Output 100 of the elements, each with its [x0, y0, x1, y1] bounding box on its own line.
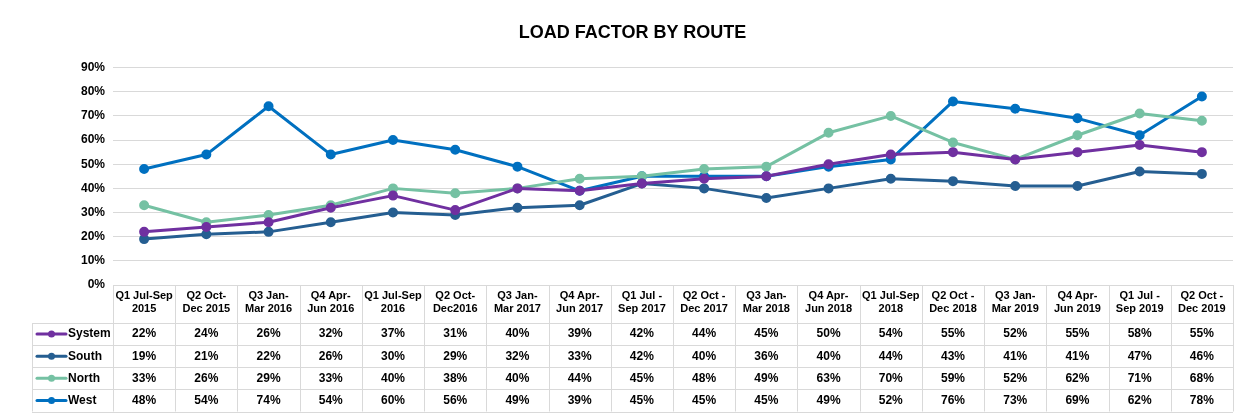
data-label: 45%: [754, 326, 779, 341]
data-label: 41%: [1003, 348, 1028, 363]
data-label: 62%: [1065, 370, 1090, 385]
chart-title: LOAD FACTOR BY ROUTE: [518, 21, 747, 42]
x-tick-label: Q1 Jul-Sep 2018: [862, 288, 920, 314]
data-label: 45%: [754, 392, 779, 407]
data-label: 55%: [1065, 326, 1090, 341]
data-label: 40%: [816, 348, 841, 363]
x-tick-label: Q2 Oct-Dec2016: [432, 288, 478, 314]
data-label: 42%: [629, 348, 655, 363]
data-label: 54%: [194, 392, 219, 407]
data-label: 68%: [1189, 370, 1215, 385]
data-label: 41%: [1065, 348, 1090, 363]
x-tick-label: Q3 Jan-Mar 2016: [245, 288, 293, 314]
data-label: 58%: [1127, 326, 1152, 341]
legend-label: North: [68, 370, 100, 385]
data-label: 78%: [1189, 392, 1215, 407]
data-label: 37%: [380, 326, 406, 341]
x-tick-label: Q2 Oct-Dec 2015: [182, 288, 231, 314]
x-tick-label: Q3 Jan-Mar 2019: [991, 288, 1039, 314]
data-label: 40%: [505, 326, 530, 341]
data-label: 52%: [1003, 370, 1028, 385]
x-tick-label: Q1 Jul-Sep 2015: [115, 288, 174, 314]
data-label: 43%: [940, 348, 966, 363]
x-tick-label: Q2 Oct - Dec 2017: [680, 288, 728, 314]
data-label: 70%: [878, 370, 904, 385]
data-label: 22%: [256, 348, 281, 363]
data-label: 29%: [443, 348, 468, 363]
data-label: 47%: [1127, 348, 1152, 363]
legend-label: System: [68, 326, 111, 341]
data-label: 48%: [132, 392, 157, 407]
y-tick-label: 80%: [80, 84, 106, 99]
data-label: 36%: [754, 348, 779, 363]
x-tick-label: Q2 Oct - Dec 2019: [1178, 288, 1226, 314]
data-label: 32%: [318, 326, 344, 341]
data-label: 50%: [816, 326, 841, 341]
data-label: 55%: [1189, 326, 1215, 341]
y-tick-label: 60%: [80, 132, 106, 147]
data-label: 59%: [940, 370, 966, 385]
data-label: 39%: [567, 392, 592, 407]
data-label: 56%: [443, 392, 468, 407]
y-tick-label: 30%: [80, 204, 106, 219]
data-label: 44%: [567, 370, 592, 385]
data-label: 45%: [692, 392, 717, 407]
data-label: 49%: [505, 392, 530, 407]
x-tick-label: Q1 Jul - Sep 2019: [1115, 288, 1164, 314]
x-tick-label: Q4 Apr-Jun 2019: [1053, 288, 1101, 314]
data-label: 33%: [318, 370, 344, 385]
y-tick-label: 90%: [80, 59, 106, 74]
data-label: 38%: [443, 370, 468, 385]
data-label: 73%: [1003, 392, 1028, 407]
data-label: 30%: [380, 348, 406, 363]
data-label: 52%: [878, 392, 904, 407]
data-label: 71%: [1127, 370, 1152, 385]
x-tick-label: Q4 Apr-Jun 2017: [556, 288, 604, 314]
data-label: 33%: [567, 348, 592, 363]
data-label: 55%: [940, 326, 966, 341]
data-label: 76%: [940, 392, 966, 407]
data-label: 45%: [629, 370, 655, 385]
data-label: 40%: [505, 370, 530, 385]
data-label: 54%: [878, 326, 904, 341]
data-label: 62%: [1127, 392, 1152, 407]
data-label: 40%: [692, 348, 717, 363]
x-tick-label: Q1 Jul-Sep 2016: [364, 288, 423, 314]
y-tick-label: 40%: [80, 180, 106, 195]
data-label: 26%: [194, 370, 219, 385]
x-tick-label: Q2 Oct - Dec 2018: [929, 288, 977, 314]
data-label: 44%: [692, 326, 717, 341]
data-label: 42%: [629, 326, 655, 341]
y-tick-label: 20%: [80, 229, 106, 243]
data-label: 63%: [816, 370, 841, 385]
data-label: 22%: [132, 326, 157, 341]
data-label: 49%: [816, 392, 841, 407]
data-label: 32%: [505, 348, 530, 363]
data-label: 49%: [754, 370, 779, 385]
data-label: 45%: [629, 392, 655, 407]
x-tick-label: Q3 Jan-Mar 2017: [493, 288, 541, 314]
x-tick-label: Q4 Apr-Jun 2016: [307, 288, 355, 314]
x-tick-label: Q3 Jan-Mar 2018: [742, 288, 790, 314]
data-label: 26%: [318, 348, 344, 363]
data-label: 31%: [443, 326, 468, 341]
y-tick-label: 10%: [80, 253, 106, 268]
x-tick-label: Q1 Jul - Sep 2017: [618, 288, 666, 314]
data-label: 46%: [1189, 348, 1215, 363]
data-label: 26%: [256, 326, 281, 341]
data-label: 24%: [194, 326, 219, 341]
y-tick-label: 0%: [87, 277, 106, 292]
data-label: 21%: [194, 348, 219, 363]
data-label: 52%: [1003, 326, 1028, 341]
data-label: 60%: [380, 392, 406, 407]
data-label: 19%: [132, 348, 157, 363]
data-label: 74%: [256, 392, 281, 407]
data-label: 54%: [318, 392, 344, 407]
data-label: 69%: [1065, 392, 1090, 407]
data-label: 33%: [132, 370, 157, 385]
data-label: 39%: [567, 326, 592, 341]
legend-label: South: [68, 348, 102, 363]
data-label: 40%: [380, 370, 406, 385]
data-label: 48%: [692, 370, 717, 385]
y-tick-label: 70%: [80, 108, 106, 123]
